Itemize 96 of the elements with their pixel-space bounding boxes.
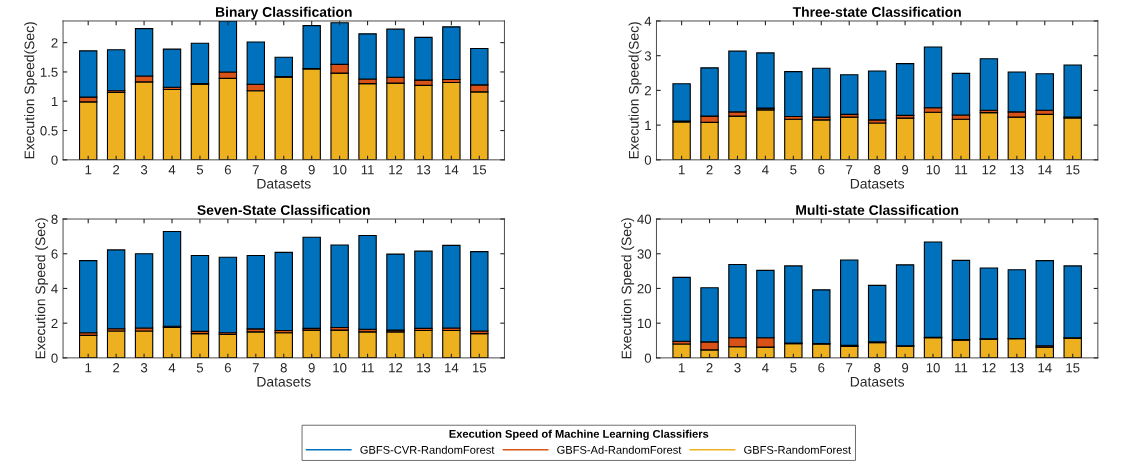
y-tick-label: 20 <box>637 284 652 294</box>
x-tick-label: 7 <box>846 363 853 373</box>
x-tick-label: 13 <box>417 165 431 175</box>
legend-title: Execution Speed of Machine Learning Classifiers <box>449 429 709 441</box>
x-tick-label: 9 <box>902 363 909 373</box>
x-tick-label: 15 <box>1066 363 1080 373</box>
y-axis-title: Execution Speed (Sec) <box>35 218 49 359</box>
x-tick-label: 5 <box>790 363 797 373</box>
x-tick-label: 13 <box>1010 165 1024 175</box>
y-tick-label: 4 <box>51 284 58 294</box>
y-tick-label: 0 <box>644 353 652 363</box>
chart-title: Binary Classification <box>215 6 352 20</box>
x-axis-title: Datasets <box>850 376 905 387</box>
chart-title: Multi-state Classification <box>796 204 959 215</box>
x-axis-title: Datasets <box>257 376 311 387</box>
y-tick-label: 0 <box>51 353 58 363</box>
x-tick-label: 6 <box>818 363 825 373</box>
x-tick-label: 2 <box>706 165 713 175</box>
x-tick-label: 6 <box>224 165 231 175</box>
x-tick-label: 10 <box>926 165 940 175</box>
x-tick-label: 10 <box>333 165 347 175</box>
x-tick-label: 2 <box>113 165 120 175</box>
x-tick-label: 15 <box>472 363 487 373</box>
x-tick-label: 14 <box>445 363 459 373</box>
y-tick-label: 6 <box>51 249 58 259</box>
x-tick-label: 10 <box>333 363 347 373</box>
x-tick-label: 12 <box>982 363 996 373</box>
x-tick-label: 4 <box>762 363 769 373</box>
chart-title: Three-state Classification <box>792 6 961 17</box>
y-axis-title: Execution Speed (Sec) <box>621 218 635 359</box>
y-tick-label: 2 <box>644 85 651 96</box>
x-tick-label: 12 <box>389 363 403 373</box>
y-tick-label: 0 <box>644 155 652 165</box>
x-tick-label: 1 <box>678 363 685 373</box>
x-tick-label: 15 <box>1066 165 1080 175</box>
x-axis-title: Datasets <box>257 178 311 189</box>
y-tick-label: 3 <box>644 51 652 61</box>
x-tick-label: 9 <box>902 165 909 175</box>
x-tick-label: 14 <box>1038 363 1052 373</box>
x-tick-label: 8 <box>874 363 881 373</box>
y-tick-label: 30 <box>637 249 652 259</box>
x-tick-label: 4 <box>168 363 176 373</box>
y-tick-label: 4 <box>644 16 652 26</box>
x-tick-label: 7 <box>846 165 853 175</box>
x-tick-label: 6 <box>818 165 825 175</box>
x-tick-label: 8 <box>280 165 287 175</box>
x-tick-label: 6 <box>224 363 231 373</box>
y-tick-label: 2 <box>51 318 58 328</box>
x-tick-label: 12 <box>982 165 996 175</box>
x-tick-label: 8 <box>280 363 287 373</box>
x-tick-label: 5 <box>790 165 797 175</box>
legend-label: GBFS-Ad-RandomForest <box>557 445 682 454</box>
x-tick-label: 3 <box>734 165 741 175</box>
x-tick-label: 9 <box>308 165 315 175</box>
legend-label: GBFS-RandomForest <box>744 445 851 454</box>
x-tick-label: 13 <box>1010 363 1024 373</box>
y-tick-label: 8 <box>51 214 58 224</box>
chart-title: Seven-State Classification <box>197 204 370 215</box>
x-tick-label: 7 <box>252 165 259 175</box>
x-tick-label: 1 <box>85 363 92 373</box>
y-tick-label: 1 <box>645 120 651 130</box>
y-tick-label: 2 <box>51 38 58 48</box>
x-tick-label: 8 <box>874 165 881 175</box>
x-tick-label: 4 <box>168 165 176 175</box>
x-axis-title: Datasets <box>850 178 905 189</box>
x-tick-label: 13 <box>417 363 431 373</box>
x-tick-label: 12 <box>389 165 403 175</box>
x-tick-label: 10 <box>926 363 940 373</box>
y-tick-label: 10 <box>637 318 652 329</box>
x-tick-label: 11 <box>361 363 374 373</box>
y-tick-label: 1.5 <box>40 67 58 77</box>
x-tick-label: 7 <box>252 363 259 373</box>
legend-label: GBFS-CVR-RandomForest <box>360 445 495 454</box>
x-tick-label: 3 <box>140 165 148 175</box>
x-tick-label: 11 <box>955 165 968 175</box>
x-tick-label: 5 <box>196 165 204 175</box>
y-axis-title: Execution Speed(Sec) <box>24 22 38 159</box>
y-tick-label: 40 <box>637 214 652 224</box>
y-axis-title: Execution Speed(Sec) <box>628 22 642 159</box>
x-tick-label: 2 <box>113 363 120 373</box>
x-tick-label: 1 <box>678 165 685 175</box>
x-tick-label: 14 <box>445 165 459 175</box>
y-tick-label: 1 <box>51 96 58 107</box>
x-tick-label: 1 <box>85 165 92 175</box>
x-tick-label: 15 <box>472 165 487 175</box>
y-tick-label: 0 <box>51 155 58 165</box>
x-tick-label: 14 <box>1038 165 1052 175</box>
y-tick-label: 0.5 <box>40 126 58 136</box>
x-tick-label: 4 <box>762 165 769 175</box>
x-tick-label: 2 <box>706 363 713 373</box>
x-tick-label: 3 <box>140 363 148 373</box>
x-tick-label: 11 <box>955 363 968 373</box>
x-tick-label: 3 <box>734 363 741 373</box>
x-tick-label: 11 <box>361 165 374 175</box>
x-tick-label: 9 <box>308 363 315 373</box>
x-tick-label: 5 <box>196 363 204 373</box>
